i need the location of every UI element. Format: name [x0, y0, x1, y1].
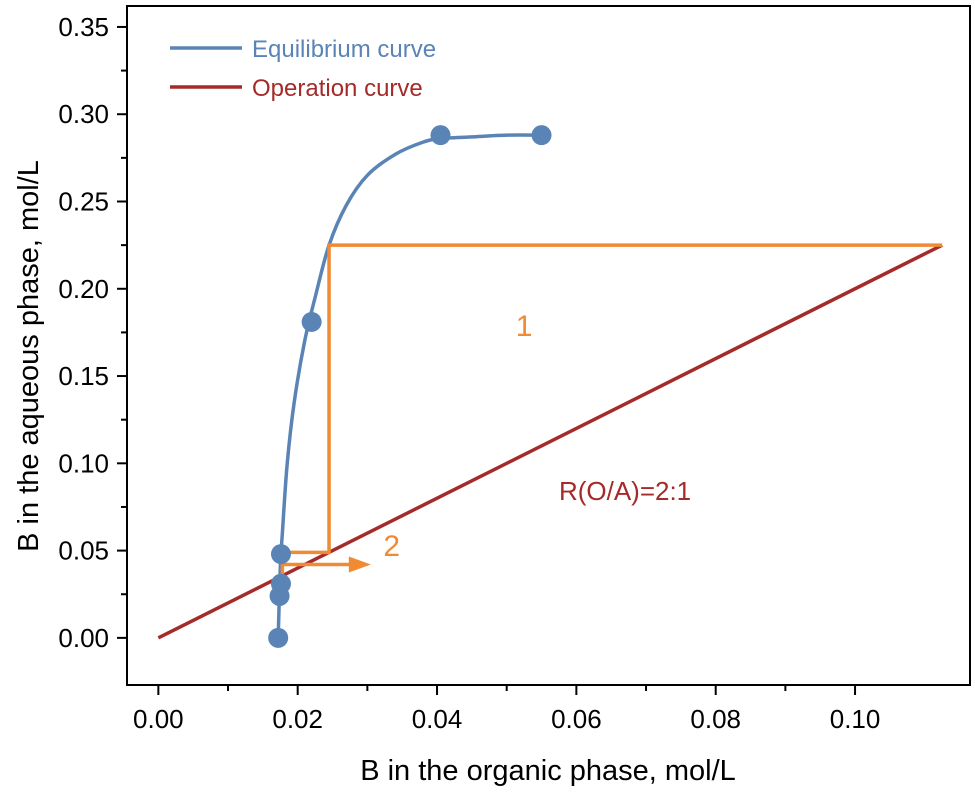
y-tick-label: 0.20: [58, 274, 109, 304]
y-tick-label: 0.05: [58, 536, 109, 566]
x-tick-label: 0.04: [412, 704, 463, 734]
stage-label: 1: [516, 310, 533, 343]
x-tick-label: 0.06: [551, 704, 602, 734]
equilibrium-data-point: [270, 544, 291, 565]
x-tick-label: 0.10: [830, 704, 881, 734]
ratio-annotation: R(O/A)=2:1: [559, 476, 691, 506]
equilibrium-data-point: [301, 311, 322, 332]
y-tick-label: 0.00: [58, 623, 109, 653]
x-tick-label: 0.08: [690, 704, 741, 734]
equilibrium-data-point: [531, 125, 552, 146]
axes: 0.00 0.02 0.04 0.06 0.08 0.10 0.00 0.05 0.10 0.15…: [58, 5, 971, 734]
y-tick-label: 0.15: [58, 361, 109, 391]
y-axis-label: B in the aqueous phase, mol/L: [13, 160, 45, 552]
legend-label-equilibrium: Equilibrium curve: [252, 36, 436, 63]
x-tick-label: 0.00: [133, 704, 184, 734]
equilibrium-data-point: [430, 125, 451, 146]
equilibrium-data-point: [268, 627, 289, 648]
stage-arrow-head: [348, 556, 371, 573]
operation-curve-line: [157, 243, 943, 640]
legend-label-operation: Operation curve: [252, 75, 423, 102]
legend: Equilibrium curve Operation curve: [170, 36, 436, 102]
y-tick-label: 0.25: [58, 186, 109, 216]
equilibrium-curve-line: [276, 133, 542, 638]
x-axis-label: B in the organic phase, mol/L: [360, 755, 736, 787]
y-tick-label: 0.10: [58, 448, 109, 478]
equilibrium-data-point: [270, 573, 291, 594]
plot-frame: [126, 5, 971, 686]
y-tick-label: 0.30: [58, 99, 109, 129]
x-tick-label: 0.02: [272, 704, 323, 734]
stage-label: 2: [383, 530, 400, 563]
y-tick-label: 0.35: [58, 12, 109, 42]
plot-series: 1 2 R(O/A)=2:1: [157, 125, 943, 648]
